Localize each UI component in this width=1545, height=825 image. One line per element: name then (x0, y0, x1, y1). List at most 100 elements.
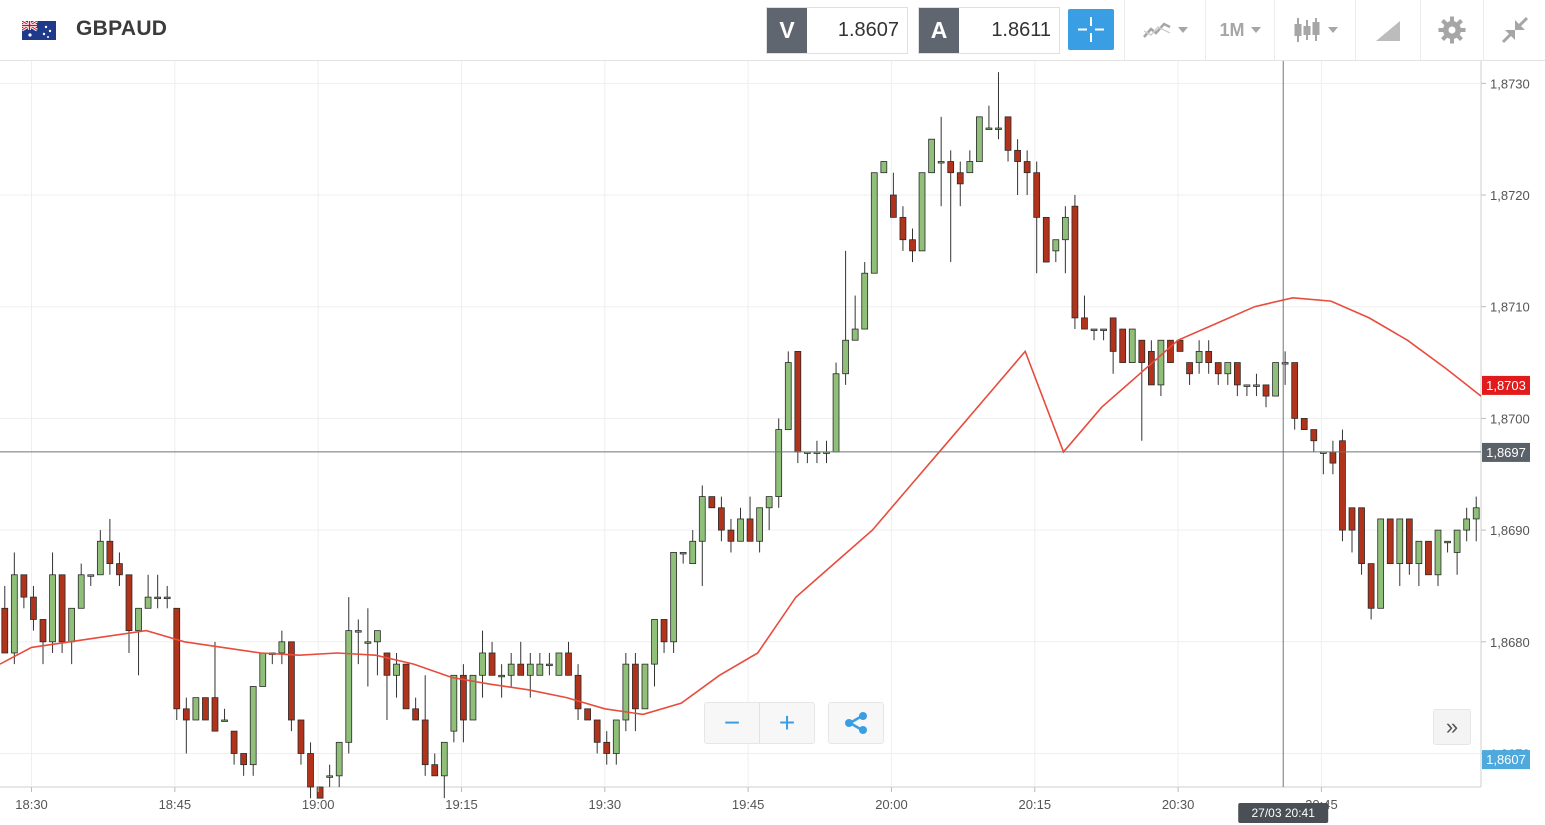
candle-body (1262, 384, 1270, 397)
candle-body (1205, 350, 1213, 363)
candle (326, 764, 334, 787)
candle (603, 731, 611, 765)
candle-body (402, 663, 410, 710)
candle-body (30, 596, 37, 620)
price-label-text: 1,8607 (1486, 752, 1526, 767)
candle (230, 730, 238, 765)
candle-body (1214, 362, 1222, 375)
candle-body (1233, 362, 1241, 386)
price-label-box (1482, 375, 1530, 395)
candle-body (718, 507, 725, 531)
candle (689, 530, 697, 565)
candle (593, 719, 601, 754)
sell-quote-button[interactable]: V 1.8607 (766, 7, 908, 54)
candle-body (1377, 518, 1385, 609)
candle-body (49, 574, 56, 643)
moving-average-line (0, 296, 1482, 716)
chart-grid (0, 61, 1482, 788)
candle-body (507, 663, 515, 676)
candle (1100, 328, 1107, 341)
buy-quote-button[interactable]: A 1.8611 (918, 7, 1060, 54)
candle (1425, 540, 1432, 576)
candle-body (173, 607, 181, 710)
candle-body (154, 596, 162, 600)
crosshair-button[interactable] (1068, 9, 1114, 50)
crosshair-time-box (1238, 803, 1329, 823)
candle-body (737, 518, 744, 542)
top-toolbar: GBPAUD V 1.8607 A 1.8611 1M (0, 0, 1545, 61)
candle (1033, 161, 1041, 274)
candle (918, 172, 926, 252)
price-chart[interactable]: 1,8730 1,8720 1,8710 1,8700 1,8690 1,8680 1,86… (0, 61, 1545, 825)
chart-type-dropdown[interactable] (1274, 0, 1355, 60)
candle (517, 641, 525, 676)
candle (1367, 563, 1375, 620)
candle (39, 619, 47, 665)
candle (861, 262, 869, 330)
drawing-tools-button[interactable] (1355, 0, 1420, 60)
indicators-dropdown[interactable] (1124, 0, 1205, 60)
candle-body (526, 663, 534, 676)
candle (288, 641, 295, 732)
candle-body (956, 172, 964, 185)
candle-body (1, 607, 9, 654)
candle-body (651, 619, 658, 665)
chevron-down-icon (1328, 27, 1338, 33)
candle-body (546, 663, 553, 667)
candle (1253, 373, 1260, 397)
candle-body (469, 674, 477, 721)
candle-body (144, 596, 152, 609)
y-tick-label: 1,8690 (1490, 523, 1530, 538)
candle (1272, 362, 1279, 397)
drawing-pen-icon (1376, 21, 1400, 41)
collapse-button[interactable] (1483, 0, 1545, 60)
candle-body (116, 563, 123, 576)
scroll-right-button[interactable]: » (1433, 709, 1471, 745)
gbp-aud-flag-icon (22, 21, 56, 40)
zoom-in-button[interactable]: + (759, 703, 814, 743)
candle (202, 697, 209, 721)
candle (584, 708, 591, 721)
y-tick-label: 1,8700 (1490, 411, 1530, 426)
candle (775, 418, 783, 508)
candle (1453, 529, 1461, 575)
candle-body (1281, 362, 1289, 365)
gear-icon (1438, 16, 1466, 44)
candle-body (1195, 350, 1203, 363)
candle (1396, 518, 1404, 586)
candle (546, 652, 553, 676)
candle-body (641, 663, 649, 710)
candle-body (1167, 339, 1174, 363)
candle (135, 607, 142, 676)
candle (49, 552, 56, 653)
candle-body (431, 764, 439, 777)
candle-body (966, 161, 974, 174)
timeframe-dropdown[interactable]: 1M (1205, 0, 1274, 60)
candle (259, 652, 267, 687)
candle (354, 619, 362, 665)
candle-body (727, 529, 735, 542)
share-button[interactable] (828, 702, 884, 744)
candle-body (746, 518, 754, 542)
candle-body (593, 719, 601, 743)
candle (1386, 518, 1394, 565)
settings-button[interactable] (1420, 0, 1483, 60)
candle-body (1425, 540, 1432, 576)
candle (488, 641, 496, 676)
candle-body (135, 607, 142, 632)
price-labels: 1,8703 1,8697 1,8607 27/03 20:41 (1238, 375, 1530, 823)
candle-body (622, 663, 630, 721)
candle (794, 350, 802, 464)
candle (1262, 384, 1270, 408)
candle-body (307, 753, 314, 788)
zoom-out-button[interactable]: − (723, 707, 741, 738)
candle-body (182, 708, 190, 721)
candle (899, 206, 907, 251)
sell-label: V (767, 8, 807, 53)
candle-body (58, 574, 66, 643)
candle (565, 641, 572, 676)
candle (383, 652, 391, 720)
candle-body (221, 719, 228, 722)
candle (1463, 507, 1471, 542)
candle-body (1138, 339, 1146, 363)
